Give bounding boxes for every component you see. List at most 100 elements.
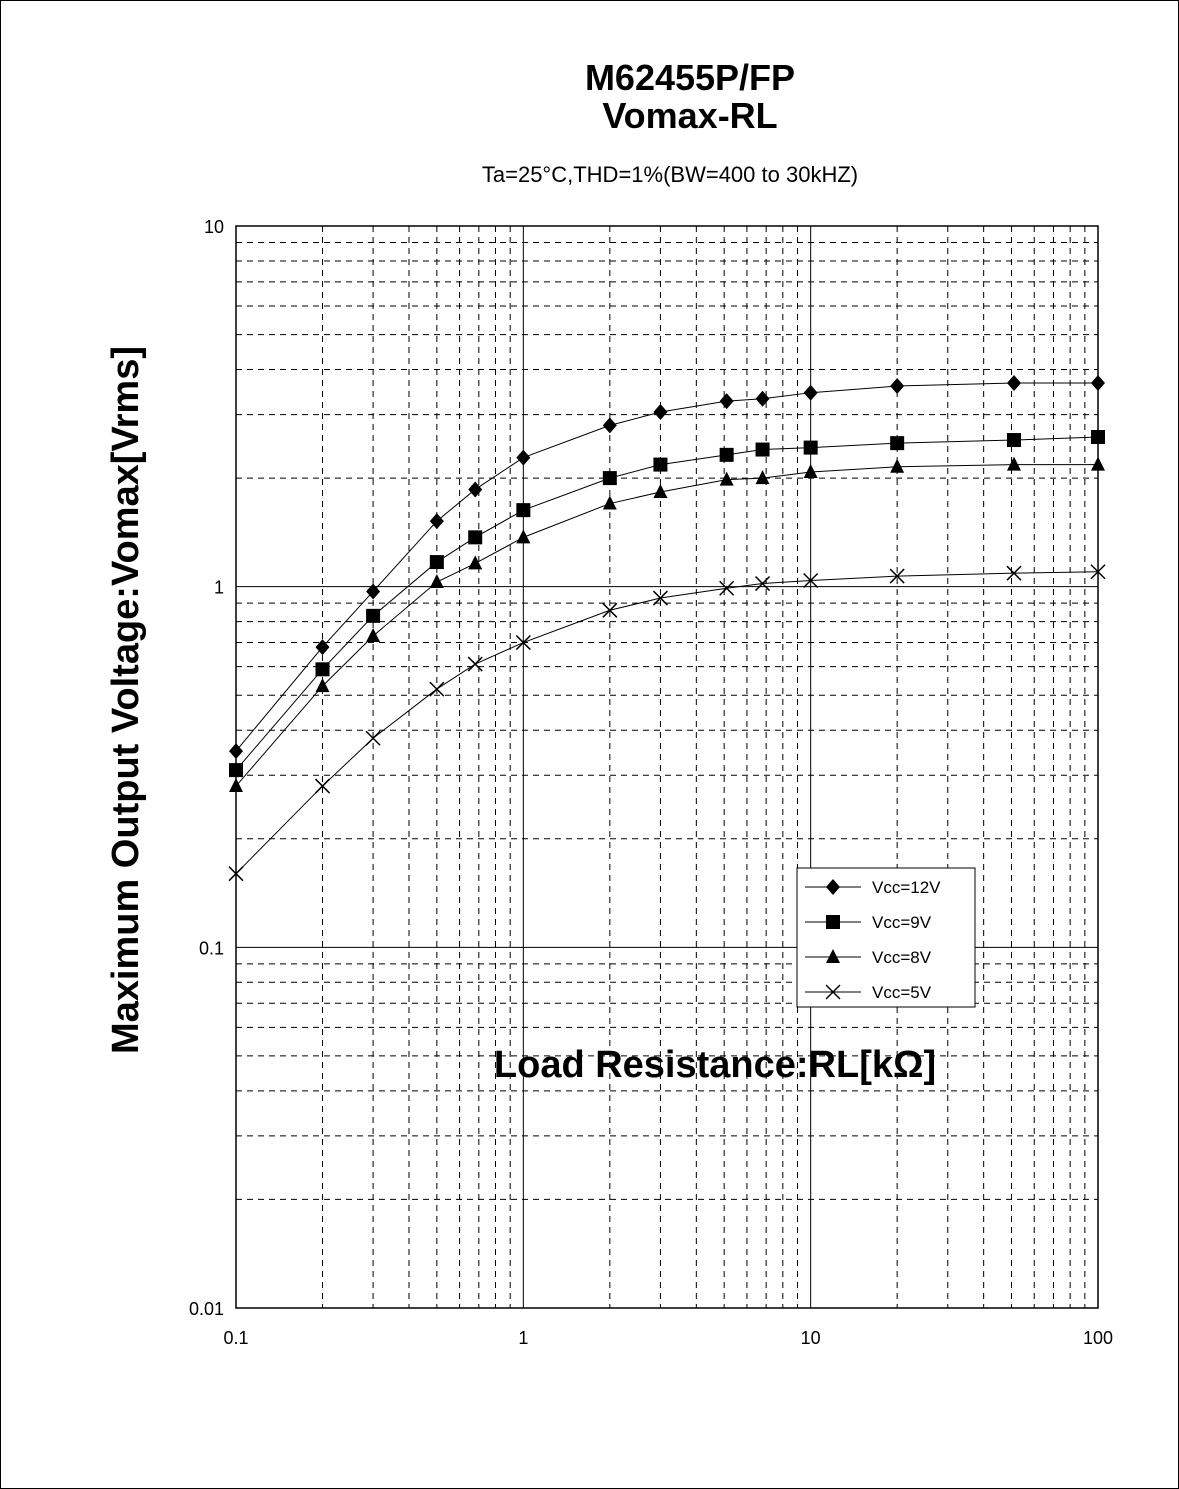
legend-label: Vcc=8V	[872, 948, 932, 967]
plot-area	[235, 225, 1099, 1309]
data-point	[803, 440, 818, 455]
grid	[236, 226, 1098, 1308]
x-tick-label: 10	[801, 1328, 821, 1348]
data-point	[429, 574, 444, 589]
data-point	[365, 730, 381, 746]
data-point	[228, 866, 244, 882]
data-point	[229, 763, 243, 778]
marker-stroke	[515, 635, 531, 651]
data-point	[1091, 375, 1105, 392]
data-point	[755, 470, 770, 485]
marker-stroke	[755, 576, 771, 592]
data-point	[229, 743, 243, 760]
series-line	[235, 571, 1099, 875]
marker-stroke	[429, 681, 445, 697]
marker-stroke	[1006, 565, 1022, 581]
marker-stroke	[652, 590, 668, 606]
y-tick-label: 1	[214, 578, 224, 598]
series-line	[235, 464, 1098, 787]
marker-stroke	[803, 572, 819, 589]
data-point	[755, 442, 770, 457]
marker-stroke	[825, 984, 841, 1000]
x-tick-label: 100	[1083, 1328, 1113, 1348]
data-point	[366, 627, 381, 642]
tick-labels: 0.1 1 10 100 0.01 0.1 1 10	[189, 217, 1113, 1348]
marker-stroke	[1090, 564, 1106, 580]
data-point	[719, 580, 735, 596]
legend-item: Vcc=12V	[805, 878, 941, 897]
data-point	[429, 681, 445, 697]
series-Vcc=12V	[229, 375, 1105, 760]
data-point	[516, 529, 531, 544]
data-point	[315, 678, 330, 693]
data-point	[515, 635, 531, 651]
chart-title-line2: Vomax-RL	[602, 95, 777, 136]
y-tick-label: 0.1	[199, 938, 224, 958]
y-tick-label: 0.01	[189, 1299, 224, 1319]
legend-item: Vcc=9V	[805, 913, 932, 932]
data-point	[803, 384, 818, 401]
data-point	[755, 576, 771, 592]
legend-marker	[825, 984, 841, 1000]
marker-stroke	[467, 656, 483, 672]
data-point	[429, 513, 444, 530]
data-point	[889, 568, 905, 584]
legend-marker	[826, 949, 840, 963]
legend-item: Vcc=8V	[805, 948, 932, 967]
y-axis-label: Maximum Output Voltage:Vomax[Vrms]	[105, 346, 147, 1054]
data-point	[653, 457, 668, 472]
data-point	[755, 390, 770, 407]
y-tick-label: 10	[204, 217, 224, 237]
data-point	[366, 608, 381, 623]
legend: Vcc=12V Vcc=9V Vcc=8V Vcc=5V	[796, 867, 976, 1008]
data-point	[1006, 565, 1022, 581]
marker-stroke	[889, 568, 905, 584]
data-point	[652, 590, 668, 606]
data-point	[890, 458, 905, 473]
marker-stroke	[228, 866, 244, 882]
data-point	[315, 662, 330, 677]
legend-marker	[826, 879, 840, 895]
data-point	[602, 417, 617, 434]
x-tick-label: 1	[518, 1328, 528, 1348]
data-point	[1006, 375, 1021, 392]
data-point	[516, 503, 531, 518]
series-line	[235, 436, 1099, 771]
x-axis-label: Load Resistance:RL[kΩ]	[494, 1044, 936, 1086]
marker-stroke	[602, 602, 618, 618]
data-point	[366, 583, 381, 600]
data-point	[1090, 564, 1106, 580]
series	[228, 375, 1106, 882]
data-point	[468, 530, 483, 545]
legend-label: Vcc=12V	[872, 878, 941, 897]
data-point	[602, 495, 617, 510]
data-point	[468, 481, 483, 498]
data-point	[1006, 433, 1021, 448]
marker-stroke	[314, 778, 331, 794]
legend-item: Vcc=5V	[805, 983, 932, 1002]
data-point	[719, 393, 734, 410]
data-point	[1091, 456, 1105, 471]
data-point	[719, 447, 734, 462]
series-Vcc=9V	[229, 429, 1105, 778]
legend-label: Vcc=9V	[872, 913, 932, 932]
data-point	[803, 572, 819, 589]
data-point	[467, 656, 483, 672]
data-point	[314, 778, 331, 794]
series-Vcc=8V	[229, 456, 1105, 793]
series-Vcc=5V	[228, 564, 1106, 882]
data-point	[1091, 429, 1105, 444]
legend-box	[796, 867, 976, 1008]
data-point	[602, 602, 618, 618]
data-point	[468, 555, 483, 570]
data-point	[890, 436, 905, 451]
data-point	[429, 555, 444, 570]
series-line	[235, 382, 1098, 752]
data-point	[653, 403, 668, 420]
data-point	[1006, 456, 1021, 471]
marker-stroke	[365, 730, 381, 746]
x-tick-label: 0.1	[223, 1328, 248, 1348]
data-point	[803, 463, 818, 478]
data-point	[516, 449, 531, 466]
chart-title-line1: M62455P/FP	[585, 57, 795, 98]
